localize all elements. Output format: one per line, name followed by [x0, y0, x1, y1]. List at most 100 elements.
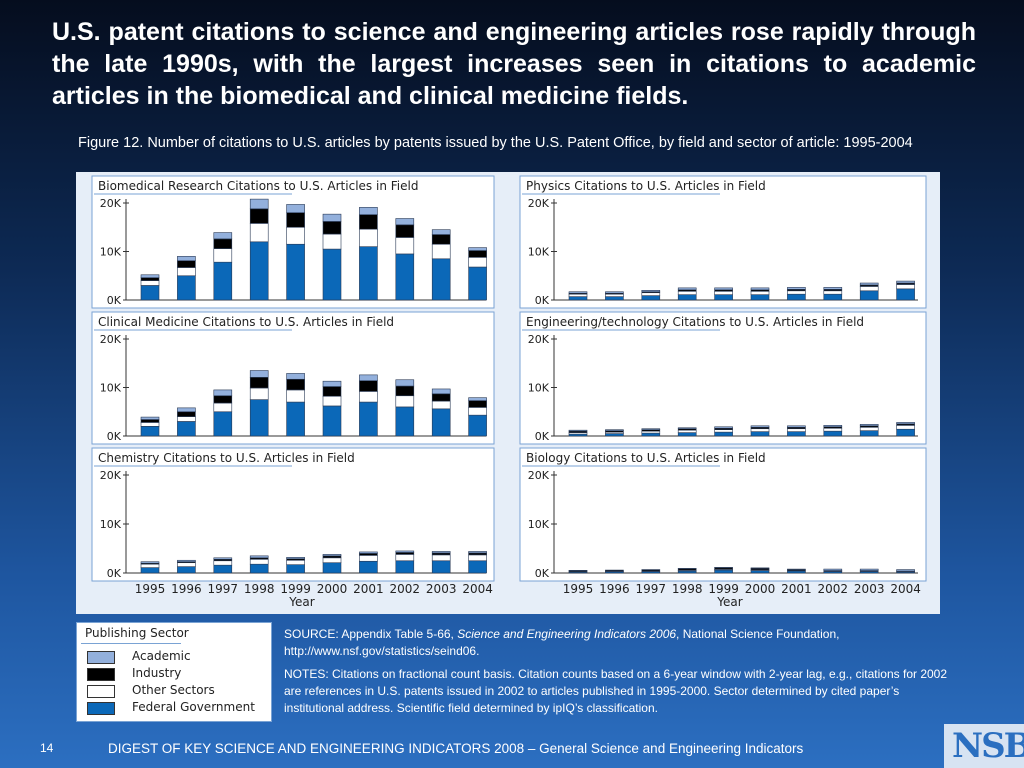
chart-3-bar-2002-federal-government [395, 406, 415, 437]
chart-1-bar-2002-academic [395, 218, 415, 226]
chart-2-bar-2004-academic [896, 280, 915, 284]
chart-6-bar-2000-federal-government [750, 570, 770, 574]
logo-text: NSB [952, 726, 1024, 766]
slide-title: U.S. patent citations to science and eng… [52, 18, 976, 110]
chart-1-bar-2000-industry [322, 221, 342, 235]
legend-swatch-academic [87, 651, 115, 664]
source-prefix: SOURCE: Appendix Table 5-66, [284, 627, 458, 641]
chart-5-bar-2003-federal-government [431, 560, 451, 574]
chart-2-y-tick-label: 20K [528, 197, 550, 210]
chart-2-bar-1998-federal-government [677, 294, 697, 301]
chart-1-bar-1996-academic [177, 256, 196, 262]
chart-2-bar-1999-federal-government [714, 294, 733, 301]
chart-4-bar-2001-academic [787, 425, 806, 428]
chart-2-bar-1998-other-sectors [677, 290, 697, 295]
chart-2-bar-1997-federal-government [641, 295, 661, 301]
chart-1-bar-2002-federal-government [395, 253, 415, 301]
chart-1-bar-2004-other-sectors [468, 257, 487, 268]
chart-4-bar-1997-federal-government [641, 432, 661, 437]
chart-5-bar-2003-academic [431, 551, 451, 554]
chart-5-bar-1996-federal-government [177, 566, 196, 574]
chart-4-bar-1999-other-sectors [714, 429, 733, 433]
chart-6-x-axis-title: Year [716, 595, 742, 609]
legend-swatch-industry [87, 668, 115, 681]
chart-5-bar-1997-other-sectors [213, 560, 233, 566]
chart-5-bar-2004-academic [468, 551, 487, 554]
chart-4-bar-1995-academic [568, 429, 588, 432]
chart-4-bar-2001-federal-government [787, 431, 806, 437]
chart-5-bar-1997-federal-government [213, 564, 233, 574]
chart-3-bar-2004-academic [468, 397, 487, 401]
chart-5-y-tick-label: 0K [107, 567, 122, 580]
chart-6-x-tick-label: 2003 [854, 582, 885, 596]
legend: Publishing Sector Academic Industry Othe… [76, 622, 272, 722]
chart-2-bar-2003-other-sectors [859, 286, 879, 292]
source-text: SOURCE: Appendix Table 5-66, Science and… [284, 626, 954, 660]
chart-1-bar-2000-other-sectors [322, 233, 342, 250]
chart-4-bar-2000-federal-government [750, 431, 770, 437]
legend-label: Academic [132, 649, 191, 663]
chart-5-x-tick-label: 1999 [280, 582, 311, 596]
chart-4-bar-1996-academic [605, 429, 624, 431]
footer-text: DIGEST OF KEY SCIENCE AND ENGINEERING IN… [108, 741, 804, 756]
chart-4-frame [519, 311, 927, 445]
chart-2-bar-1998-academic [677, 287, 697, 291]
legend-label: Federal Government [132, 700, 255, 714]
chart-3-bar-1998-academic [249, 370, 269, 378]
chart-2-bar-1996-federal-government [605, 296, 624, 301]
chart-3-bar-2002-industry [395, 385, 415, 397]
chart-3-bar-1996-industry [177, 411, 196, 417]
chart-3-bar-1996-academic [177, 407, 196, 413]
chart-1-bar-1999-academic [286, 204, 305, 214]
chart-3-bar-1999-other-sectors [286, 389, 305, 403]
chart-5-bar-2001-academic [359, 551, 378, 554]
chart-3-bar-2004-federal-government [468, 414, 487, 437]
chart-1-y-tick-label: 10K [100, 246, 122, 259]
chart-2-bar-1997-other-sectors [641, 292, 661, 296]
chart-4-bar-2002-academic [823, 425, 843, 428]
chart-1-bar-2002-other-sectors [395, 237, 415, 255]
chart-5-y-tick-label: 10K [100, 518, 122, 531]
chart-4-bar-2003-academic [859, 424, 879, 427]
chart-6-x-tick-label: 2001 [781, 582, 812, 596]
chart-6-y-tick-label: 20K [528, 469, 550, 482]
chart-2-bar-1999-other-sectors [714, 290, 733, 295]
chart-1-bar-1998-federal-government [249, 241, 269, 301]
chart-1-bar-2001-academic [359, 207, 378, 215]
chart-2-y-tick-label: 10K [528, 246, 550, 259]
chart-1-bar-2004-federal-government [468, 266, 487, 301]
legend-swatch-federal-government [87, 702, 115, 715]
chart-2-bar-2002-federal-government [823, 293, 843, 301]
nsb-logo: NSB [944, 724, 1024, 768]
chart-3-bar-2001-academic [359, 374, 378, 382]
chart-2-bar-1995-federal-government [568, 296, 588, 301]
chart-3-bar-1996-federal-government [177, 421, 196, 437]
chart-1-bar-1997-academic [213, 232, 233, 240]
chart-5-bar-2002-academic [395, 550, 415, 553]
chart-5-x-axis-title: Year [288, 595, 314, 609]
chart-1-bar-2001-federal-government [359, 246, 378, 301]
chart-6-x-tick-label: 2002 [818, 582, 849, 596]
chart-3-bar-2003-other-sectors [431, 400, 451, 410]
chart-2-bar-2001-other-sectors [787, 290, 806, 295]
chart-1-bar-1997-other-sectors [213, 248, 233, 263]
chart-2-frame [519, 175, 927, 309]
chart-3-bar-2001-federal-government [359, 401, 378, 437]
chart-3-title: Clinical Medicine Citations to U.S. Arti… [98, 315, 394, 329]
chart-1-bar-2004-academic [468, 247, 487, 251]
chart-4-bar-2004-academic [896, 422, 915, 425]
chart-6-x-tick-label: 1999 [708, 582, 739, 596]
chart-6-x-tick-label: 1998 [672, 582, 703, 596]
legend-title: Publishing Sector [85, 626, 189, 640]
chart-3-bar-1997-other-sectors [213, 402, 233, 413]
chart-3-bar-2003-academic [431, 388, 451, 395]
chart-4-bar-1998-federal-government [677, 432, 697, 437]
chart-5-bar-2001-other-sectors [359, 555, 378, 562]
chart-5-x-tick-label: 2002 [390, 582, 421, 596]
chart-2-bar-2002-academic [823, 287, 843, 290]
chart-3-bar-1998-other-sectors [249, 387, 269, 400]
chart-2-bar-2003-federal-government [859, 290, 879, 301]
chart-3-bar-1999-academic [286, 373, 305, 380]
notes-text: NOTES: Citations on fractional count bas… [284, 667, 948, 715]
chart-4-bar-2002-federal-government [823, 430, 843, 437]
